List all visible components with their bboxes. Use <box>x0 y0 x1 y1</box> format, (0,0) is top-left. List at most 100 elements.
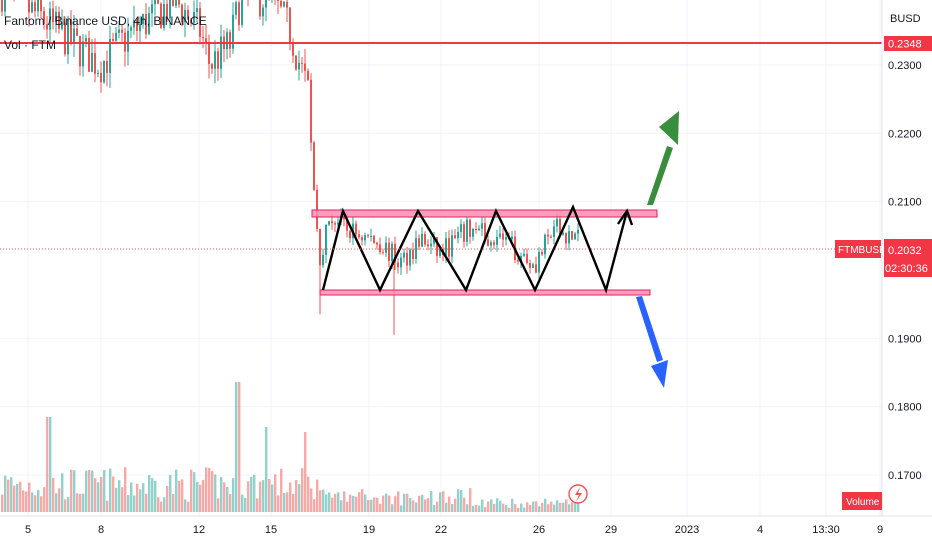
volume-bar <box>100 477 103 512</box>
volume-bar <box>85 470 88 512</box>
volume-bar <box>46 417 49 512</box>
volume-bar <box>31 492 34 512</box>
volume-bar <box>493 503 496 512</box>
candle-body <box>46 24 48 30</box>
volume-bar <box>562 502 565 512</box>
volume-bar <box>58 488 61 512</box>
candle-body <box>382 252 384 254</box>
candle-body <box>190 19 192 24</box>
volume-bar <box>205 467 208 512</box>
volume-bar <box>73 470 76 512</box>
volume-bar <box>244 497 247 512</box>
volume-bar <box>232 478 235 512</box>
candle-body <box>457 232 459 239</box>
volume-bar <box>400 505 403 512</box>
time-axis-ticks[interactable]: 5 8 12 15 19 22 26 29 2023 4 13:30 9 <box>25 524 883 536</box>
volume-bar <box>160 501 163 512</box>
candle-body <box>43 11 45 25</box>
volume-bar <box>529 504 532 512</box>
candle-body <box>550 236 552 238</box>
volume-bar <box>265 427 268 512</box>
candle-body <box>496 236 498 245</box>
volume-bar <box>397 491 400 512</box>
volume-legend[interactable]: Vol · FTM <box>4 38 57 52</box>
candle-body <box>400 257 402 268</box>
candle-body <box>148 13 150 35</box>
volume-bar <box>511 498 514 512</box>
volume-bar <box>175 469 178 512</box>
volume-bar <box>319 490 322 512</box>
candle-body <box>364 235 366 241</box>
candle-body <box>577 229 579 234</box>
candle-body <box>493 242 495 245</box>
volume-bar <box>154 480 157 512</box>
price-tick-label: 0.1700 <box>888 470 922 482</box>
volume-bar <box>451 503 454 512</box>
volume-bar <box>115 487 118 512</box>
candle-body <box>415 238 417 259</box>
candle-body <box>289 7 291 44</box>
volume-bar <box>97 482 100 512</box>
candle-body <box>373 235 375 243</box>
volume-bar <box>325 494 328 512</box>
volume-bar <box>481 499 484 512</box>
candle-body <box>358 234 360 238</box>
candle-body <box>79 35 81 67</box>
candle-body <box>409 249 411 266</box>
candle-body <box>88 38 90 72</box>
zigzag-pattern[interactable] <box>321 203 629 294</box>
candle-body <box>562 232 564 235</box>
lightning-icon[interactable] <box>568 484 588 504</box>
volume-bar <box>550 501 553 512</box>
volume-bar <box>310 488 313 512</box>
volume-bar <box>286 492 289 512</box>
candle-body <box>121 29 123 33</box>
volume-bar <box>382 495 385 512</box>
candle-body <box>169 0 171 19</box>
volume-bar <box>448 496 451 512</box>
candle-body <box>73 28 75 44</box>
volume-bar <box>568 504 571 512</box>
volume-bar <box>178 480 181 512</box>
volume-bar <box>403 493 406 512</box>
volume-bar <box>454 498 457 512</box>
volume-bar <box>82 493 85 512</box>
candle-body <box>475 228 477 231</box>
volume-bar <box>523 507 526 512</box>
breakout-up-arrow[interactable] <box>647 111 679 205</box>
volume-bar <box>139 489 142 512</box>
candle-body <box>187 10 189 20</box>
volume-bar <box>445 502 448 512</box>
volume-bar <box>103 469 106 512</box>
volume-bar <box>22 490 25 512</box>
symbol-legend[interactable]: Fantom / Binance USD, 4h, BINANCE <box>4 14 207 28</box>
range-top-band[interactable] <box>311 209 658 218</box>
candle-body <box>466 219 468 242</box>
price-axis-ticks[interactable]: 0.2300 0.2200 0.2100 0.1900 0.1800 0.1700 <box>888 60 922 482</box>
range-bottom-band[interactable] <box>319 289 651 296</box>
volume-bar <box>91 470 94 512</box>
candle-body <box>94 52 96 74</box>
candle-body <box>91 52 93 72</box>
volume-bar <box>1 494 4 512</box>
volume-bar <box>79 493 82 512</box>
candle-body <box>406 252 408 266</box>
candle-body <box>502 233 504 240</box>
volume-bar <box>43 487 46 512</box>
volume-bar <box>391 504 394 512</box>
candle-body <box>151 4 153 14</box>
volume-bar <box>316 479 319 512</box>
candle-body <box>226 32 228 50</box>
candle-body <box>355 223 357 235</box>
volume-bar <box>469 488 472 512</box>
candle-body <box>97 72 99 74</box>
volume-bar <box>352 495 355 512</box>
candle-body <box>463 224 465 242</box>
volume-bar <box>214 474 217 512</box>
volume-bar <box>169 474 172 512</box>
breakdown-arrow[interactable] <box>636 296 668 388</box>
candle-body <box>181 4 183 23</box>
candle-body <box>436 237 438 256</box>
candle-body <box>322 254 324 266</box>
